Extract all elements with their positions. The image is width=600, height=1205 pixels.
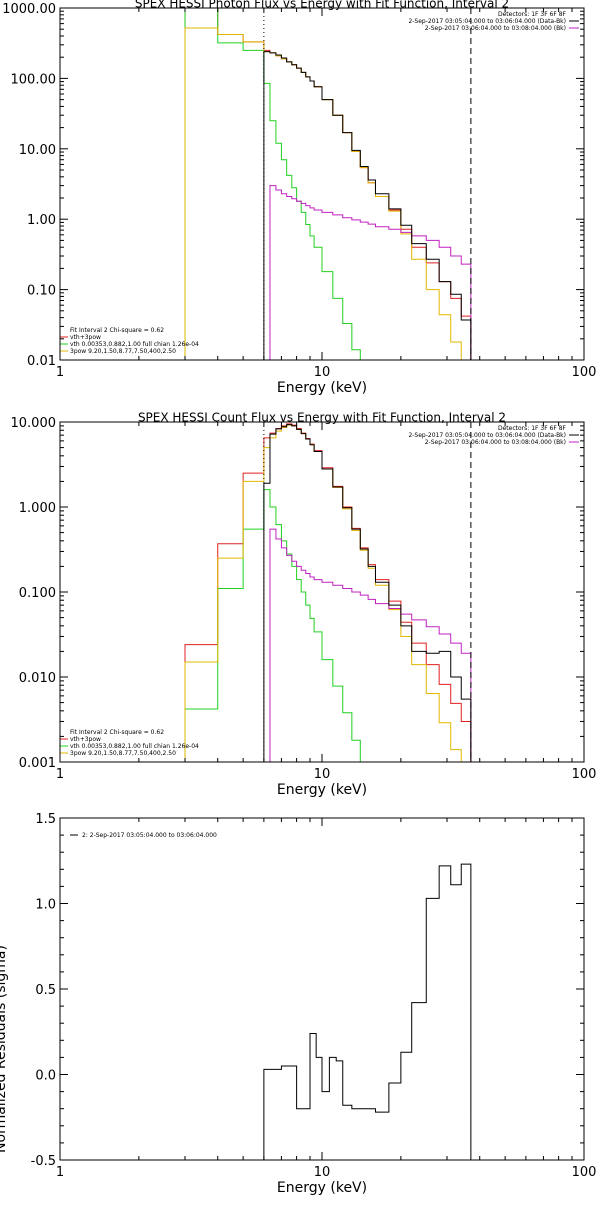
count-flux-series-magenta bbox=[263, 528, 472, 762]
photon-flux-legend-bl-3: 3pow 9.20,1.50,8.77,7.50,400,2.50 bbox=[70, 348, 176, 355]
residuals-series-black bbox=[263, 863, 472, 1160]
photon-flux-panel: SPEX HESSI Photon Flux vs Energy with Fi… bbox=[2, 0, 596, 396]
count-flux-xtick-label: 100 bbox=[572, 767, 597, 782]
photon-flux-legend-tr-1: 2-Sep-2017 03:05:04.000 to 03:06:04.000 … bbox=[408, 18, 566, 25]
photon-flux-ytick-label: 0.10 bbox=[27, 284, 56, 299]
count-flux-xtick-label: 10 bbox=[314, 767, 331, 782]
count-flux-legend-tr-0: Detectors: 1F 3F 6F 8F bbox=[498, 425, 567, 432]
photon-flux-ytick-label: 0.01 bbox=[27, 354, 56, 369]
residuals-ytick-label: 1.5 bbox=[35, 812, 56, 827]
photon-flux-legend-bl-1: vth+3pow bbox=[70, 334, 101, 341]
count-flux-legend-bl-1: vth+3pow bbox=[70, 736, 101, 743]
count-flux-legend-bl-0: Fit Interval 2 Chi-square = 0.62 bbox=[70, 729, 164, 736]
photon-flux-ytick-label: 100.00 bbox=[11, 72, 57, 87]
count-flux-panel: SPEX HESSI Count Flux vs Energy with Fit… bbox=[11, 411, 597, 799]
photon-flux-xtick-label: 10 bbox=[314, 365, 331, 380]
residuals-xlabel: Energy (keV) bbox=[277, 1180, 367, 1196]
residuals-series-group bbox=[263, 863, 472, 1160]
residuals-ytick-label: 1.0 bbox=[35, 898, 56, 913]
count-flux-xlabel: Energy (keV) bbox=[277, 782, 367, 798]
photon-flux-title: SPEX HESSI Photon Flux vs Energy with Fi… bbox=[135, 0, 509, 11]
photon-flux-legend-tr-0: Detectors: 1F 3F 6F 8F bbox=[498, 11, 567, 18]
photon-flux-xlabel: Energy (keV) bbox=[277, 380, 367, 396]
photon-flux-legend-tr-2: 2-Sep-2017 03:06:04.000 to 03:08:04.000 … bbox=[425, 25, 566, 32]
residuals-ytick-label: 0.0 bbox=[35, 1069, 56, 1084]
count-flux-legend-tr-2: 2-Sep-2017 03:06:04.000 to 03:08:04.000 … bbox=[425, 439, 566, 446]
count-flux-legend-bl-3: 3pow 9.20,1.50,8.77,7.50,400,2.50 bbox=[70, 750, 176, 757]
photon-flux-ytick-label: 1.00 bbox=[27, 213, 56, 228]
count-flux-ytick-label: 0.010 bbox=[19, 671, 56, 686]
count-flux-legend-tr-1: 2-Sep-2017 03:05:04.000 to 03:06:04.000 … bbox=[408, 432, 566, 439]
count-flux-ytick-label: 0.100 bbox=[19, 586, 56, 601]
count-flux-title: SPEX HESSI Count Flux vs Energy with Fit… bbox=[138, 411, 506, 425]
photon-flux-ytick-label: 1000.00 bbox=[2, 2, 56, 17]
residuals-xtick-label: 10 bbox=[314, 1165, 331, 1180]
count-flux-series-black bbox=[263, 424, 472, 762]
residuals-ylabel: Normalized Residuals (sigma) bbox=[0, 945, 9, 1153]
photon-flux-legend-bl-2: vth 0.00353,0.882,1.00 full chian 1.26e-… bbox=[70, 341, 199, 348]
residuals-xtick-label: 100 bbox=[572, 1165, 597, 1180]
photon-flux-xtick-label: 1 bbox=[56, 365, 64, 380]
count-flux-legend-bl-2: vth 0.00353,0.882,1.00 full chian 1.26e-… bbox=[70, 743, 199, 750]
photon-flux-ytick-label: 10.00 bbox=[19, 143, 56, 158]
count-flux-ytick-label: 1.000 bbox=[19, 501, 56, 516]
residuals-xtick-label: 1 bbox=[56, 1165, 64, 1180]
residuals-ytick-label: 0.5 bbox=[35, 983, 56, 998]
count-flux-xtick-label: 1 bbox=[56, 767, 64, 782]
photon-flux-series-group bbox=[184, 8, 472, 360]
photon-flux-series-magenta bbox=[263, 185, 472, 360]
photon-flux-xtick-label: 100 bbox=[572, 365, 597, 380]
count-flux-ytick-label: 10.000 bbox=[11, 416, 57, 431]
residuals-ytick-label: -0.5 bbox=[31, 1154, 56, 1169]
residuals-panel: 1 10 100 Energy (keV) -0.5 0.0 0.5 1.0 1.5 Normal… bbox=[0, 812, 596, 1196]
count-flux-ytick-label: 0.001 bbox=[19, 756, 56, 771]
photon-flux-legend-bl-0: Fit Interval 2 Chi-square = 0.62 bbox=[70, 327, 164, 334]
residuals-legend-tl-0: 2: 2-Sep-2017 03:05:04.000 to 03:06:04.0… bbox=[82, 832, 217, 839]
photon-flux-series-black bbox=[263, 51, 472, 360]
